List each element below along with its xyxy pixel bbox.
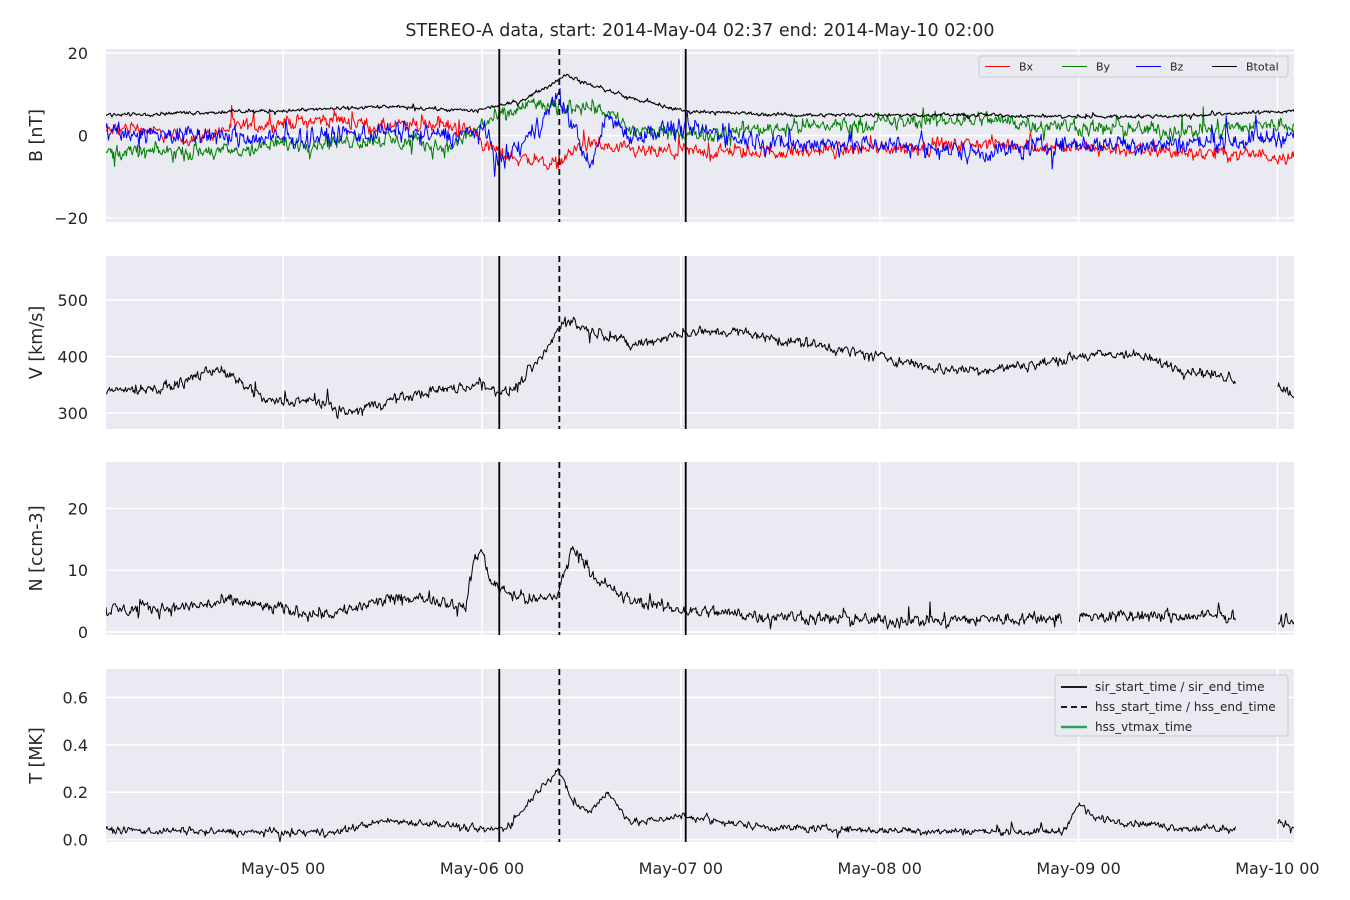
y-tick-label: 400 (57, 348, 88, 367)
x-tick-label: May-07 00 (639, 859, 723, 878)
series-line-t (106, 768, 1294, 842)
series-line-btotal (106, 73, 1294, 120)
legend-label-bx: Bx (1019, 61, 1034, 74)
y-tick-label: 500 (57, 291, 88, 310)
legend-label-event: hss_vtmax_time (1095, 720, 1192, 734)
y-tick-label: 0 (78, 127, 88, 146)
x-tick-label: May-06 00 (440, 859, 524, 878)
panel-b: 20 0 −20 B [nT] (27, 44, 1294, 228)
legend-magnetic-field: Bx By Bz Btotal (978, 55, 1289, 78)
panel-n: 20 10 0 N [ccm-3] (27, 462, 1294, 642)
series-group (106, 768, 1294, 842)
series-line-n (106, 546, 1294, 630)
panel-background (106, 256, 1294, 429)
y-tick-label: 300 (57, 404, 88, 423)
figure-title: STEREO-A data, start: 2014-May-04 02:37 … (405, 21, 994, 41)
y-axis-label: T [MK] (27, 727, 47, 784)
series-line-bz (106, 88, 1294, 177)
legend-box (1054, 674, 1289, 737)
y-axis-label: N [ccm-3] (27, 505, 47, 591)
y-tick-label: 0.6 (63, 688, 88, 707)
series-line-v (106, 316, 1294, 419)
y-tick-label: 0.0 (63, 831, 88, 850)
panel-v: 500 400 300 V [km/s] (27, 256, 1294, 429)
x-tick-label: May-05 00 (241, 859, 325, 878)
legend-box (978, 55, 1289, 78)
y-tick-label: 10 (68, 561, 88, 580)
panel-background (106, 462, 1294, 635)
x-tick-label: May-10 00 (1235, 859, 1319, 878)
y-tick-label: −20 (54, 209, 88, 228)
legend-events: sir_start_time / sir_end_time hss_start_t… (1054, 674, 1289, 737)
x-axis-ticks: May-05 00 May-06 00 May-07 00 May-08 00 May-… (241, 859, 1320, 878)
series-group (106, 546, 1294, 630)
y-axis-label: V [km/s] (27, 306, 47, 379)
y-axis-label: B [nT] (27, 109, 47, 162)
legend-label-bz: Bz (1170, 61, 1184, 74)
legend-label-by: By (1096, 61, 1111, 74)
legend-label-event: sir_start_time / sir_end_time (1095, 680, 1265, 694)
y-tick-label: 20 (68, 44, 88, 63)
legend-label-event: hss_start_time / hss_end_time (1095, 700, 1276, 714)
panels-group: 20 0 −20 B [nT] 500 400 300 V [km/s] 20 10 0 N [ccm… (27, 44, 1294, 850)
legend-label-btotal: Btotal (1246, 61, 1279, 74)
y-tick-label: 0.2 (63, 783, 88, 802)
series-line-bx (106, 105, 1294, 171)
y-tick-label: 20 (68, 499, 88, 518)
y-tick-label: 0 (78, 623, 88, 642)
x-tick-label: May-08 00 (838, 859, 922, 878)
y-tick-label: 0.4 (63, 736, 88, 755)
series-group (106, 73, 1294, 177)
series-group (106, 316, 1294, 419)
x-tick-label: May-09 00 (1036, 859, 1120, 878)
